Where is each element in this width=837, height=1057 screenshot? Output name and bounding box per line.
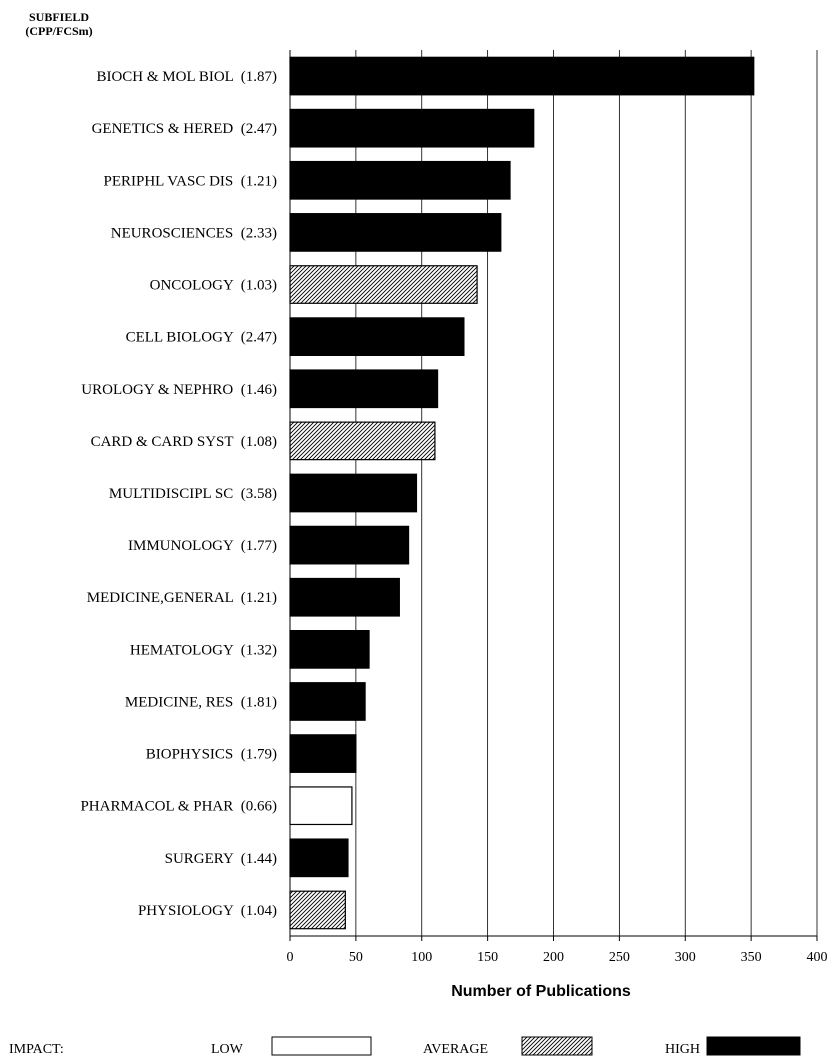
x-tick-label: 250 [609,950,630,965]
legend-label-average: AVERAGE [423,1042,488,1057]
x-tick-label: 50 [349,950,363,965]
category-label: BIOPHYSICS (1.79) [146,747,277,763]
category-labels: BIOCH & MOL BIOL (1.87) GENETICS & HERED … [80,69,277,919]
header-metric: (CPP/FCSm) [25,24,92,38]
category-label: IMMUNOLOGY (1.77) [128,538,277,554]
category-label: ONCOLOGY (1.03) [150,278,277,294]
bar [289,525,410,565]
x-tick-label: 350 [741,950,762,965]
category-label: MEDICINE,GENERAL (1.21) [87,590,277,606]
x-tick-label: 200 [543,950,564,965]
bars [289,56,755,930]
category-label: MULTIDISCIPL SC (3.58) [109,486,277,502]
x-axis-ticks: 0 50 100 150 200 250 300 350 400 [287,936,828,965]
legend: IMPACT: LOW AVERAGE HIGH [9,1036,801,1057]
category-label: CELL BIOLOGY (2.47) [126,330,277,346]
category-label: PHYSIOLOGY (1.04) [138,903,277,919]
x-tick-label: 300 [675,950,696,965]
bar [289,890,346,930]
bar [289,473,418,513]
legend-swatch-high [706,1036,801,1056]
header-subfield: SUBFIELD [29,10,89,24]
bar [289,108,535,148]
legend-label-high: HIGH [665,1042,700,1057]
bar [289,421,436,461]
bar [289,838,349,878]
bar [289,369,439,409]
bar [289,317,465,357]
category-label: PERIPHL VASC DIS (1.21) [103,173,277,189]
x-tick-label: 150 [477,950,498,965]
category-label: NEUROSCIENCES (2.33) [111,225,277,241]
legend-swatch-average [521,1036,593,1056]
bar [289,213,502,252]
category-label: MEDICINE, RES (1.81) [125,694,277,710]
x-axis-title: Number of Publications [451,983,631,1000]
category-label: PHARMACOL & PHAR (0.66) [80,799,277,815]
legend-swatch-low [271,1036,372,1056]
category-label: GENETICS & HERED (2.47) [92,121,277,137]
bar [289,629,370,669]
legend-label-low: LOW [211,1042,244,1057]
category-label: CARD & CARD SYST (1.08) [91,434,277,450]
bar [289,786,353,826]
bar [289,734,357,773]
bar [289,265,478,304]
x-tick-label: 0 [287,950,294,965]
category-label: BIOCH & MOL BIOL (1.87) [96,69,277,85]
x-tick-label: 100 [411,950,432,965]
legend-title: IMPACT: [9,1042,64,1057]
bar [289,56,755,96]
bar [289,682,366,721]
x-tick-label: 400 [807,950,828,965]
category-label: SURGERY (1.44) [165,851,277,867]
bar [289,160,511,200]
category-label: UROLOGY & NEPHRO (1.46) [81,382,277,398]
category-label: HEMATOLOGY (1.32) [130,642,277,658]
bar [289,577,400,617]
